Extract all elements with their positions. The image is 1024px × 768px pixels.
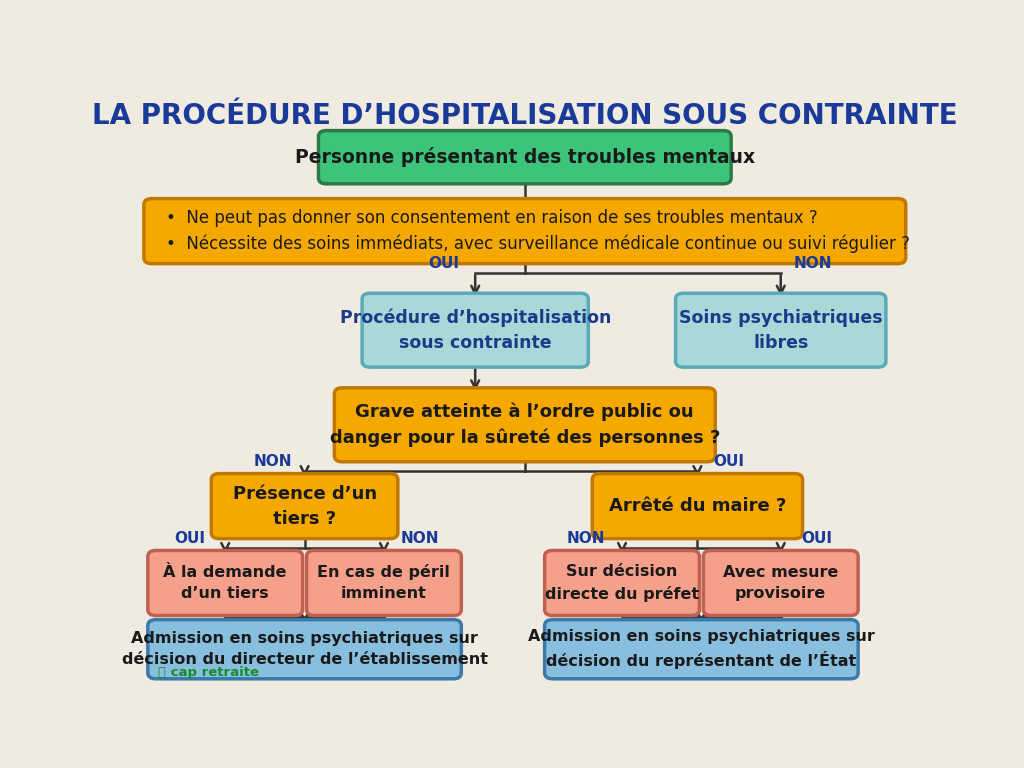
- Text: À la demande
d’un tiers: À la demande d’un tiers: [164, 565, 287, 601]
- Text: OUI: OUI: [714, 454, 744, 469]
- Text: •  Ne peut pas donner son consentement en raison de ses troubles mentaux ?
•  Né: • Ne peut pas donner son consentement en…: [166, 209, 910, 253]
- Text: OUI: OUI: [801, 531, 831, 546]
- FancyBboxPatch shape: [545, 620, 858, 679]
- Text: LA PROCÉDURE D’HOSPITALISATION SOUS CONTRAINTE: LA PROCÉDURE D’HOSPITALISATION SOUS CONT…: [92, 102, 957, 130]
- FancyBboxPatch shape: [362, 293, 588, 367]
- FancyBboxPatch shape: [592, 474, 803, 538]
- Text: OUI: OUI: [428, 257, 459, 271]
- FancyBboxPatch shape: [545, 551, 699, 615]
- Text: Admission en soins psychiatriques sur
décision du représentant de l’État: Admission en soins psychiatriques sur dé…: [528, 629, 874, 670]
- Text: OUI: OUI: [174, 531, 205, 546]
- FancyBboxPatch shape: [318, 131, 731, 184]
- Text: NON: NON: [794, 257, 831, 271]
- Text: Avec mesure
provisoire: Avec mesure provisoire: [723, 565, 839, 601]
- Text: En cas de péril
imminent: En cas de péril imminent: [317, 564, 451, 601]
- Text: Grave atteinte à l’ordre public ou
danger pour la sûreté des personnes ?: Grave atteinte à l’ordre public ou dange…: [330, 402, 720, 447]
- FancyBboxPatch shape: [703, 551, 858, 615]
- FancyBboxPatch shape: [676, 293, 886, 367]
- FancyBboxPatch shape: [306, 551, 461, 615]
- Text: Présence d’un
tiers ?: Présence d’un tiers ?: [232, 485, 377, 528]
- Text: Ⓒ cap retraite: Ⓒ cap retraite: [158, 666, 259, 679]
- FancyBboxPatch shape: [147, 551, 303, 615]
- FancyBboxPatch shape: [211, 474, 397, 538]
- Text: NON: NON: [400, 531, 439, 546]
- FancyBboxPatch shape: [334, 388, 715, 462]
- Text: NON: NON: [567, 531, 605, 546]
- Text: Arrêté du maire ?: Arrêté du maire ?: [608, 497, 786, 515]
- Text: Admission en soins psychiatriques sur
décision du directeur de l’établissement: Admission en soins psychiatriques sur dé…: [122, 631, 487, 667]
- Text: Procédure d’hospitalisation
sous contrainte: Procédure d’hospitalisation sous contrai…: [340, 309, 611, 352]
- Text: Personne présentant des troubles mentaux: Personne présentant des troubles mentaux: [295, 147, 755, 167]
- Text: Sur décision
directe du préfet: Sur décision directe du préfet: [545, 564, 699, 602]
- Text: NON: NON: [254, 454, 292, 469]
- FancyBboxPatch shape: [147, 620, 462, 679]
- FancyBboxPatch shape: [143, 199, 905, 263]
- Text: Soins psychiatriques
libres: Soins psychiatriques libres: [679, 309, 883, 352]
